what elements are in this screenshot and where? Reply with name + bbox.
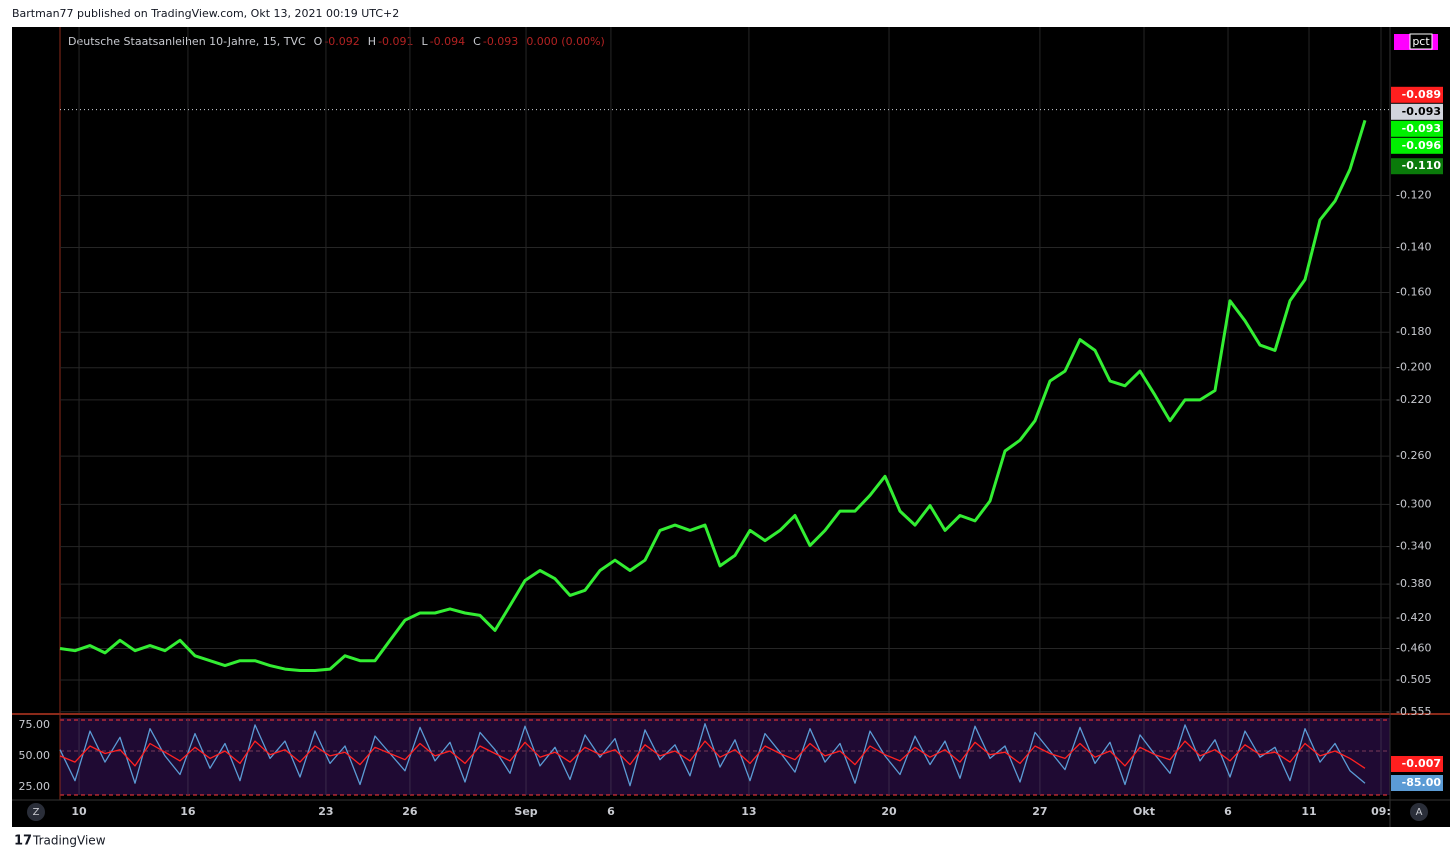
x-tick-label: 10 <box>71 805 87 818</box>
x-tick-label: 26 <box>402 805 418 818</box>
price-tag <box>1391 120 1443 137</box>
x-tick-label: 13 <box>741 805 756 818</box>
y-tick-label: -0.505 <box>1396 673 1431 686</box>
price-tag <box>1391 103 1443 120</box>
y-tick-label: 50.00 <box>19 749 51 762</box>
price-tag-label: -0.096 <box>1402 139 1442 152</box>
price-tag <box>1391 86 1443 103</box>
ohlc-change: 0.000 (0.00%) <box>526 35 605 48</box>
y-tick-label: -0.160 <box>1396 286 1431 299</box>
auto-button[interactable] <box>1410 803 1428 821</box>
x-tick-label: Sep <box>514 805 537 818</box>
ohlc-key: L <box>422 35 429 48</box>
indicator-tag <box>1391 775 1443 791</box>
ohlc-value: -0.092 <box>324 35 359 48</box>
y-tick-label: -0.340 <box>1396 540 1431 553</box>
auto-label[interactable]: A <box>1416 807 1423 818</box>
x-tick-label: 09: <box>1371 805 1391 818</box>
price-tag <box>1391 137 1443 154</box>
y-tick-label: -0.420 <box>1396 611 1431 624</box>
price-tag-label: -0.093 <box>1402 122 1441 135</box>
grid <box>60 27 1390 795</box>
indicator-tag <box>1391 756 1443 772</box>
y-tick-label: -0.300 <box>1396 497 1431 510</box>
y-tick-label: -0.380 <box>1396 577 1431 590</box>
series-line <box>59 740 1366 769</box>
indicator-tag-label: -0.007 <box>1402 757 1441 770</box>
price-tag <box>1391 158 1443 175</box>
y-tick-label: -0.220 <box>1396 393 1431 406</box>
zoom-button[interactable] <box>27 803 45 821</box>
x-tick-label: Okt <box>1133 805 1155 818</box>
y-tick-label: -0.260 <box>1396 449 1431 462</box>
x-tick-label: 6 <box>1224 805 1232 818</box>
price-tag-label: -0.089 <box>1402 88 1441 101</box>
y-tick-label: -0.140 <box>1396 241 1431 254</box>
chart-background <box>12 27 1450 827</box>
oscillator-background <box>60 718 1390 795</box>
publish-header: Bartman77 published on TradingView.com, … <box>12 7 399 20</box>
brand-logo: 𝟭𝟳 <box>14 834 32 848</box>
y-tick-label: -0.180 <box>1396 325 1431 338</box>
ohlc-key: C <box>473 35 481 48</box>
zoom-label[interactable]: Z <box>33 807 40 818</box>
ohlc-value: -0.093 <box>483 35 518 48</box>
x-tick-label: 11 <box>1301 805 1316 818</box>
x-tick-label: 23 <box>318 805 333 818</box>
pct-box <box>1409 33 1433 50</box>
ohlc-value: -0.091 <box>378 35 413 48</box>
indicator-tag-label: -85.00 <box>1402 776 1442 789</box>
price-tag-label: -0.110 <box>1402 159 1442 172</box>
legend: Deutsche Staatsanleihen 10-Jahre, 15, TV… <box>68 35 605 48</box>
pct-label: pct <box>1412 35 1430 48</box>
symbol-title: Deutsche Staatsanleihen 10-Jahre, 15, TV… <box>68 35 306 48</box>
y-tick-label: 25.00 <box>19 780 51 793</box>
ohlc-key: H <box>368 35 376 48</box>
price-tag-label: -0.093 <box>1402 105 1441 118</box>
series-line <box>59 723 1366 787</box>
y-tick-label: -0.460 <box>1396 642 1431 655</box>
x-tick-label: 16 <box>180 805 196 818</box>
series-line <box>59 119 1367 672</box>
y-tick-label: -0.120 <box>1396 189 1431 202</box>
x-tick-label: 27 <box>1032 805 1047 818</box>
y-tick-label: -0.200 <box>1396 361 1431 374</box>
x-tick-label: 20 <box>881 805 897 818</box>
x-tick-label: 6 <box>607 805 615 818</box>
y-tick-label: -0.555 <box>1396 705 1431 718</box>
ohlc-key: O <box>314 35 323 48</box>
y-tick-label: 75.00 <box>19 718 51 731</box>
brand: TradingView <box>32 834 106 848</box>
ohlc-value: -0.094 <box>430 35 465 48</box>
